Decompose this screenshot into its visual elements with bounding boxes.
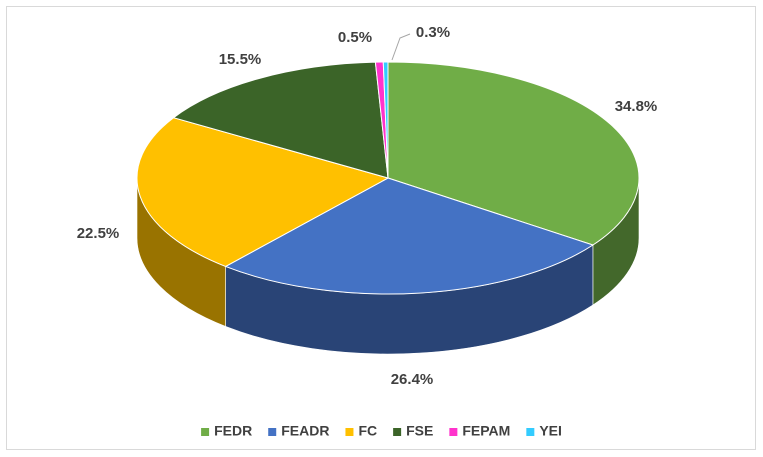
leader-line — [391, 33, 411, 61]
slice — [387, 61, 640, 246]
legend-swatch — [201, 428, 210, 436]
legend-swatch — [345, 428, 354, 436]
data-label: 26.4% — [391, 371, 434, 388]
legend: FEDR FEADR FC FSE FEPAM YEI — [201, 423, 562, 439]
slice — [172, 61, 389, 179]
legend-swatch — [526, 428, 535, 436]
data-label: 0.3% — [416, 24, 450, 41]
data-label: 0.5% — [338, 29, 372, 46]
slice — [382, 61, 389, 179]
legend-swatch — [393, 428, 402, 436]
slice — [136, 117, 390, 267]
legend-label: FEADR — [281, 423, 329, 439]
legend-label: FEDR — [214, 423, 252, 439]
legend-label: FSE — [406, 423, 433, 439]
slice — [224, 177, 595, 295]
data-label: 34.8% — [615, 98, 658, 115]
legend-swatch — [449, 428, 458, 436]
data-label: 15.5% — [219, 51, 262, 68]
legend-label: FC — [358, 423, 377, 439]
data-label: 22.5% — [77, 225, 120, 242]
legend-label: YEI — [539, 423, 562, 439]
legend-swatch — [268, 428, 277, 436]
legend-label: FEPAM — [462, 423, 510, 439]
